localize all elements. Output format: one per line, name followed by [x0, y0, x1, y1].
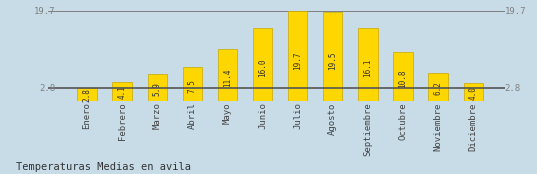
Text: 19.5: 19.5: [328, 52, 337, 70]
Text: 10.8: 10.8: [398, 70, 408, 88]
Text: 19.7: 19.7: [293, 51, 302, 70]
Text: 6.2: 6.2: [433, 81, 442, 95]
Bar: [148, 74, 167, 101]
Text: 11.4: 11.4: [223, 68, 232, 87]
Text: 4.1: 4.1: [118, 86, 127, 100]
Text: 7.5: 7.5: [188, 79, 197, 93]
Text: 2.8: 2.8: [39, 84, 55, 93]
Bar: [463, 83, 483, 101]
Bar: [253, 28, 272, 101]
Bar: [288, 11, 307, 101]
Text: 19.7: 19.7: [34, 7, 55, 16]
Bar: [323, 12, 343, 101]
Text: 2.8: 2.8: [83, 88, 91, 102]
Text: 2.8: 2.8: [505, 84, 521, 93]
Bar: [429, 73, 448, 101]
Text: 16.1: 16.1: [364, 59, 372, 77]
Text: Temperaturas Medias en avila: Temperaturas Medias en avila: [16, 162, 191, 172]
Bar: [77, 88, 97, 101]
Bar: [358, 28, 378, 101]
Bar: [112, 82, 132, 101]
Bar: [393, 52, 412, 101]
Text: 4.0: 4.0: [469, 86, 478, 100]
Text: 19.7: 19.7: [505, 7, 526, 16]
Bar: [217, 49, 237, 101]
Text: 5.9: 5.9: [153, 82, 162, 96]
Bar: [183, 67, 202, 101]
Text: 16.0: 16.0: [258, 59, 267, 77]
